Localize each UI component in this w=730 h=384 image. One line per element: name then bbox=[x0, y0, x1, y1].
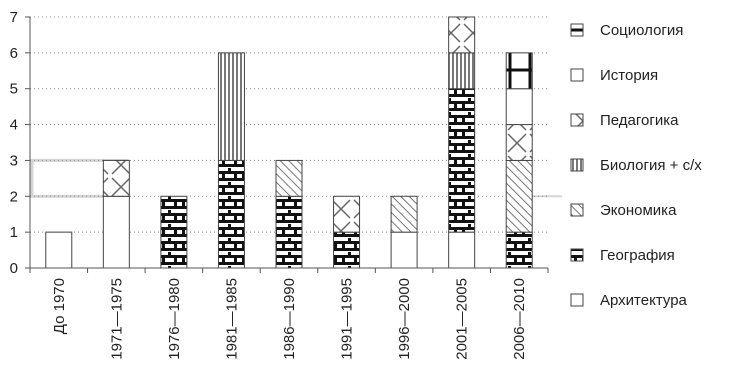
bar-segment bbox=[390, 195, 418, 233]
bar-segment bbox=[448, 88, 476, 233]
bar-segment bbox=[505, 52, 533, 90]
legend-label: Педагогика bbox=[600, 112, 679, 129]
x-tick-label: 2006—2010 bbox=[511, 278, 528, 360]
bar-segment bbox=[390, 231, 418, 269]
y-tick-label: 5 bbox=[10, 81, 18, 98]
legend-label: История bbox=[600, 67, 658, 84]
legend-swatch bbox=[570, 158, 584, 172]
legend-label: География bbox=[600, 247, 675, 264]
legend-label: Социология bbox=[600, 22, 683, 39]
x-tick-label: 1976—1980 bbox=[166, 278, 183, 360]
y-tick-label: 3 bbox=[10, 152, 18, 169]
x-tick-label: 1996—2000 bbox=[396, 278, 413, 360]
legend-label: Биология + с/х bbox=[600, 157, 702, 174]
y-tick-label: 0 bbox=[10, 260, 18, 277]
y-tick-label: 6 bbox=[10, 45, 18, 62]
bar-segment bbox=[275, 195, 303, 269]
legend-swatch bbox=[570, 113, 584, 127]
bar-segment bbox=[45, 231, 73, 269]
bar-segment bbox=[448, 16, 476, 54]
bar-segment bbox=[333, 231, 361, 269]
bar-segment bbox=[448, 231, 476, 269]
legend-swatch bbox=[570, 293, 584, 307]
x-tick-label: 1991—1995 bbox=[339, 278, 356, 360]
bar-segment bbox=[217, 52, 245, 161]
bar-segment bbox=[102, 195, 130, 269]
legend-swatch bbox=[570, 23, 584, 37]
legend-swatch bbox=[570, 68, 584, 82]
x-tick-label: До 1970 bbox=[51, 278, 68, 334]
bar-segment bbox=[275, 159, 303, 197]
y-tick-label: 7 bbox=[10, 9, 18, 26]
legend-label: Архитектура bbox=[600, 292, 688, 309]
bar-segment bbox=[505, 159, 533, 233]
bar-segment bbox=[217, 159, 245, 269]
bar-segment bbox=[505, 124, 533, 161]
bar-segment bbox=[102, 159, 130, 197]
legend-label: Экономика bbox=[600, 202, 677, 219]
y-tick-label: 1 bbox=[10, 224, 18, 241]
y-tick-label: 2 bbox=[10, 188, 18, 205]
legend-swatch bbox=[570, 248, 584, 262]
x-tick-label: 1981—1985 bbox=[223, 278, 240, 360]
y-tick-label: 4 bbox=[10, 117, 18, 134]
bar-segment bbox=[448, 52, 476, 90]
legend-swatch bbox=[570, 203, 584, 217]
bar-segment bbox=[505, 231, 533, 269]
x-tick-label: 2001—2005 bbox=[454, 278, 471, 360]
x-tick-label: 1971—1975 bbox=[108, 278, 125, 360]
bar-segment bbox=[160, 195, 188, 269]
bar-segment bbox=[333, 195, 361, 233]
x-tick-label: 1986—1990 bbox=[281, 278, 298, 360]
bar-segment bbox=[505, 88, 533, 126]
